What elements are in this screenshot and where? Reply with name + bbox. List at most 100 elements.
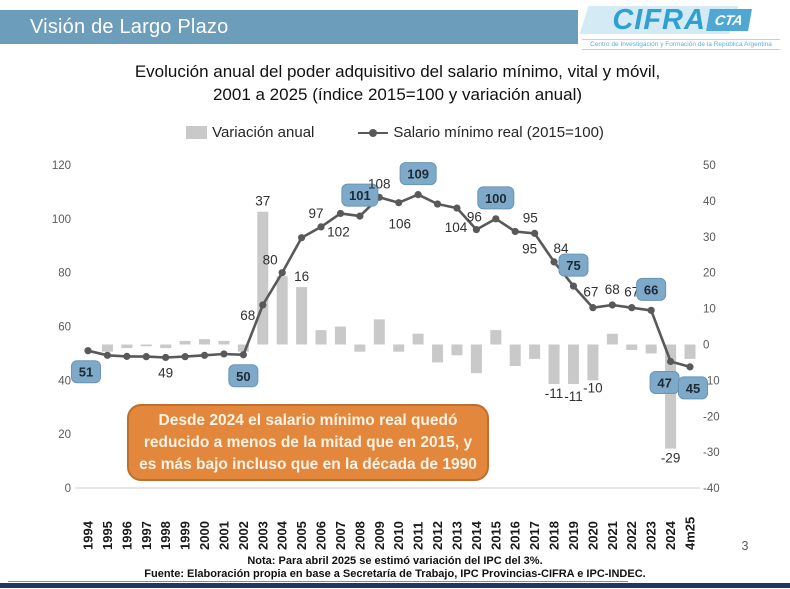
callout-line1: Desde 2024 el salario mínimo real quedó <box>158 411 458 429</box>
svg-text:2017: 2017 <box>527 521 542 550</box>
svg-text:1998: 1998 <box>158 521 173 550</box>
svg-text:2009: 2009 <box>372 521 387 550</box>
svg-text:0: 0 <box>65 483 71 495</box>
svg-text:-30: -30 <box>703 447 720 459</box>
svg-text:60: 60 <box>58 322 71 334</box>
svg-text:120: 120 <box>52 160 71 172</box>
logo-row: CIFRA CTA <box>578 3 784 37</box>
svg-text:50: 50 <box>703 160 716 172</box>
legend: Variación anual Salario mínimo real (201… <box>0 124 790 141</box>
svg-text:-40: -40 <box>703 483 720 495</box>
svg-text:2012: 2012 <box>430 521 445 550</box>
svg-text:2019: 2019 <box>566 521 581 550</box>
svg-text:51: 51 <box>79 365 93 380</box>
svg-text:30: 30 <box>703 232 716 244</box>
svg-text:84: 84 <box>554 241 570 256</box>
callout-line2: reducido a menos de la mitad que en 2015… <box>143 433 473 451</box>
svg-text:37: 37 <box>255 194 270 209</box>
footer-hairline <box>8 581 628 582</box>
source-text: Fuente: Elaboración propia en base a Sec… <box>144 568 646 580</box>
svg-text:96: 96 <box>467 210 482 225</box>
header-bar: Visión de Largo Plazo <box>0 10 578 44</box>
svg-text:2002: 2002 <box>236 521 251 550</box>
svg-text:68: 68 <box>605 282 620 297</box>
svg-text:2020: 2020 <box>585 521 600 550</box>
svg-text:100: 100 <box>52 214 71 226</box>
legend-label-salario: Salario mínimo real (2015=100) <box>393 124 604 141</box>
svg-text:2008: 2008 <box>352 521 367 550</box>
svg-text:2000: 2000 <box>197 521 212 550</box>
svg-text:-11: -11 <box>564 389 583 404</box>
svg-text:109: 109 <box>407 167 429 182</box>
svg-text:67: 67 <box>624 285 639 300</box>
legend-item-variacion: Variación anual <box>186 124 314 141</box>
svg-text:1995: 1995 <box>100 521 115 550</box>
svg-text:16: 16 <box>294 269 309 284</box>
svg-text:2003: 2003 <box>255 521 270 550</box>
logo-tagline: Centro de Investigación y Formación de l… <box>582 39 780 50</box>
note-text: Nota: Para abril 2025 se estimó variació… <box>247 555 543 567</box>
svg-text:0: 0 <box>703 340 709 352</box>
svg-text:97: 97 <box>309 206 324 221</box>
svg-text:-20: -20 <box>703 411 720 423</box>
svg-text:2021: 2021 <box>605 521 620 550</box>
svg-text:-29: -29 <box>661 451 681 466</box>
svg-text:47: 47 <box>657 375 671 390</box>
bar-swatch-icon <box>186 126 208 139</box>
svg-text:2013: 2013 <box>449 521 464 550</box>
svg-text:2022: 2022 <box>624 521 639 550</box>
svg-text:2014: 2014 <box>469 520 484 550</box>
svg-text:66: 66 <box>644 282 658 297</box>
chart-title-line1: Evolución anual del poder adquisitivo de… <box>134 62 661 81</box>
svg-text:2011: 2011 <box>411 522 426 550</box>
svg-text:80: 80 <box>263 253 278 268</box>
callout-line3: es más bajo incluso que en la década de … <box>139 455 477 473</box>
svg-text:20: 20 <box>703 268 716 280</box>
svg-text:1997: 1997 <box>139 521 154 550</box>
svg-text:100: 100 <box>485 191 507 206</box>
svg-text:1994: 1994 <box>81 520 96 550</box>
svg-text:4m25: 4m25 <box>683 517 698 550</box>
svg-text:2005: 2005 <box>294 521 309 550</box>
footer-bar <box>0 583 790 588</box>
svg-text:40: 40 <box>58 375 71 387</box>
svg-text:10: 10 <box>703 304 716 316</box>
svg-text:45: 45 <box>686 381 700 396</box>
svg-text:2023: 2023 <box>644 521 659 550</box>
svg-text:106: 106 <box>388 217 411 232</box>
svg-text:108: 108 <box>368 176 391 191</box>
legend-label-variacion: Variación anual <box>212 124 315 141</box>
svg-text:95: 95 <box>522 241 537 256</box>
chart-title-line2: 2001 a 2025 (índice 2015=100 y variación… <box>212 85 583 105</box>
legend-item-salario: Salario mínimo real (2015=100) <box>358 124 604 141</box>
svg-text:102: 102 <box>327 224 350 239</box>
svg-text:20: 20 <box>58 429 71 441</box>
callout-box: Desde 2024 el salario mínimo real quedó … <box>127 404 489 481</box>
svg-text:2015: 2015 <box>488 521 503 550</box>
svg-text:2001: 2001 <box>216 521 231 550</box>
svg-text:80: 80 <box>58 268 71 280</box>
svg-text:2010: 2010 <box>391 521 406 550</box>
cifra-logo: CIFRA CTA Centro de Investigación y Form… <box>578 3 784 51</box>
svg-text:50: 50 <box>236 369 250 384</box>
svg-text:49: 49 <box>158 365 173 380</box>
svg-text:-10: -10 <box>583 380 603 395</box>
svg-text:101: 101 <box>349 188 371 203</box>
svg-text:2018: 2018 <box>547 521 562 550</box>
svg-text:2016: 2016 <box>508 521 523 550</box>
svg-text:1996: 1996 <box>119 521 134 550</box>
svg-text:2007: 2007 <box>333 521 348 550</box>
svg-text:95: 95 <box>523 210 538 225</box>
svg-text:75: 75 <box>566 258 580 273</box>
logo-brand: CIFRA <box>612 3 706 36</box>
chart-title: Evolución anual del poder adquisitivo de… <box>80 60 715 107</box>
svg-text:2004: 2004 <box>275 520 290 550</box>
svg-text:40: 40 <box>703 196 716 208</box>
svg-text:2024: 2024 <box>663 520 678 550</box>
svg-text:-11: -11 <box>545 386 564 401</box>
svg-text:68: 68 <box>240 308 255 323</box>
page-number: 3 <box>741 539 749 553</box>
svg-text:104: 104 <box>445 220 468 235</box>
